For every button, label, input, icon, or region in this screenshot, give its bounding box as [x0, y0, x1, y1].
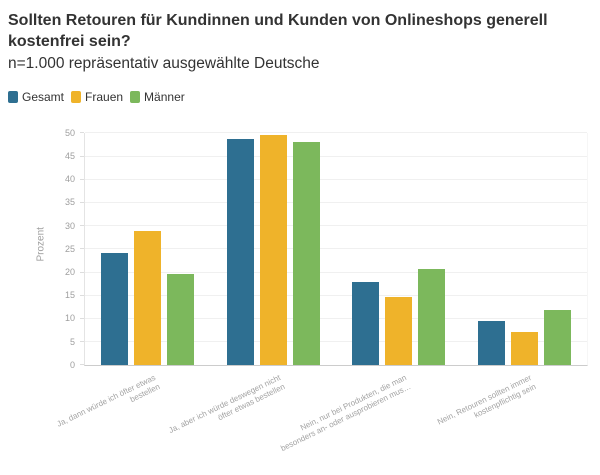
bar-frauen-group1: [134, 231, 162, 366]
x-axis-label-line: kostenpflichtig sein: [473, 382, 538, 421]
y-tick-label-35: 35: [64, 197, 75, 208]
y-tick-label-30: 30: [64, 220, 75, 231]
y-tick-mark: [80, 155, 84, 157]
legend: Gesamt Frauen Männer: [8, 90, 600, 104]
y-tick-mark: [80, 341, 84, 343]
bar-männer-group4: [543, 310, 571, 366]
gridline-20: [85, 271, 587, 273]
y-tick-mark: [80, 317, 84, 319]
y-tick-label-20: 20: [64, 267, 75, 278]
y-tick-mark: [80, 271, 84, 273]
y-tick-label-50: 50: [64, 127, 75, 138]
y-tick-mark: [80, 294, 84, 296]
y-tick-label-0: 0: [69, 359, 75, 370]
y-tick-label-25: 25: [64, 243, 75, 254]
y-tick-label-15: 15: [64, 290, 75, 301]
plot-area: [80, 132, 588, 367]
y-tick-mark: [80, 225, 84, 227]
gridline-10: [85, 317, 587, 319]
bar-männer-group1: [167, 273, 195, 366]
bar-gesamt-group4: [477, 320, 505, 366]
y-tick-label-40: 40: [64, 174, 75, 185]
legend-item-männer: Männer: [130, 90, 185, 104]
gridline-15: [85, 294, 587, 296]
gridline-30: [85, 225, 587, 227]
legend-item-frauen: Frauen: [71, 90, 123, 104]
y-tick-label-45: 45: [64, 151, 75, 162]
y-tick-mark: [80, 132, 84, 134]
legend-label: Männer: [144, 90, 185, 105]
chart-header: Sollten Retouren für Kundinnen und Kunde…: [0, 0, 600, 74]
gridline-50: [85, 132, 587, 134]
gridline-25: [85, 248, 587, 250]
legend-label: Frauen: [85, 90, 124, 105]
legend-swatch-frauen: [71, 91, 82, 104]
chart-title: Sollten Retouren für Kundinnen und Kunde…: [8, 12, 548, 51]
legend-swatch-männer: [130, 91, 141, 104]
y-tick-mark: [80, 364, 84, 366]
y-tick-label-10: 10: [64, 313, 75, 324]
y-tick-mark: [80, 178, 84, 180]
bar-gesamt-group2: [226, 138, 254, 366]
legend-swatch-gesamt: [8, 91, 18, 104]
legend-label: Gesamt: [22, 90, 65, 105]
bar-gesamt-group1: [101, 252, 129, 366]
y-tick-label-5: 5: [69, 336, 75, 347]
bar-gesamt-group3: [352, 282, 380, 366]
y-tick-mark: [80, 248, 84, 250]
gridline-40: [85, 178, 587, 180]
bar-frauen-group3: [385, 296, 413, 366]
gridline-35: [85, 201, 587, 203]
bar-chart: Prozent 0 5 10 15 20 25 30 35 40 45 50 Ja, dann wü…: [0, 115, 600, 472]
bar-männer-group3: [418, 268, 446, 366]
x-axis-label-line: Ja, dann würde ich öfter etwas: [55, 373, 157, 430]
gridline-45: [85, 155, 587, 157]
gridline-5: [85, 341, 587, 343]
bar-männer-group2: [292, 141, 320, 366]
chart-subtitle: n=1.000 repräsentativ ausgewählte Deutsc…: [8, 55, 320, 73]
bar-frauen-group2: [259, 135, 287, 366]
bar-frauen-group4: [510, 332, 538, 366]
legend-item-gesamt: Gesamt: [8, 90, 64, 104]
y-tick-mark: [80, 201, 84, 203]
